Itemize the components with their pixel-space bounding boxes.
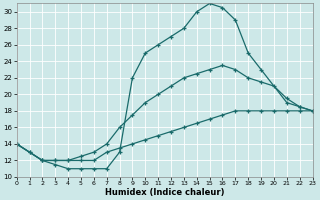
X-axis label: Humidex (Indice chaleur): Humidex (Indice chaleur) bbox=[105, 188, 224, 197]
